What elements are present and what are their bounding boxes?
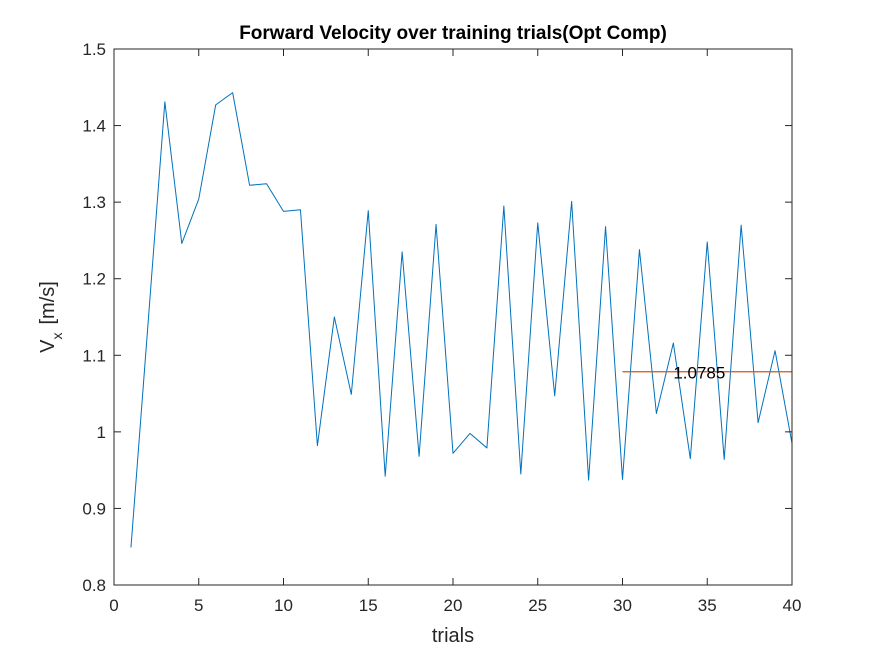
y-tick-label: 1.5 xyxy=(82,40,106,59)
y-axis-label: Vx [m/s] xyxy=(37,281,65,353)
x-tick-label: 20 xyxy=(444,596,463,615)
y-axis: 0.8 0.9 1 1.1 1.2 1.3 1.4 1.5 xyxy=(82,40,792,595)
y-tick-label: 1.2 xyxy=(82,270,106,289)
y-tick-label: 1.4 xyxy=(82,117,106,136)
x-tick-label: 5 xyxy=(194,596,203,615)
y-tick-label: 0.9 xyxy=(82,499,106,518)
y-tick-label: 0.8 xyxy=(82,576,106,595)
x-tick-label: 30 xyxy=(613,596,632,615)
y-tick-label: 1.3 xyxy=(82,193,106,212)
y-tick-label: 1 xyxy=(97,423,106,442)
y-tick-label: 1.1 xyxy=(82,346,106,365)
mean-layer: 1.0785 xyxy=(622,364,792,383)
series-layer xyxy=(130,92,793,548)
x-tick-label: 25 xyxy=(528,596,547,615)
y-axis-label-subscript: x xyxy=(49,333,65,340)
plot-area xyxy=(114,49,792,585)
y-axis-label-unit: [m/s] xyxy=(37,281,59,324)
series-line xyxy=(130,92,793,548)
x-tick-label: 40 xyxy=(783,596,802,615)
chart-title: Forward Velocity over training trials(Op… xyxy=(239,23,667,44)
x-tick-label: 10 xyxy=(274,596,293,615)
y-axis-label-text: Vx [m/s] xyxy=(37,281,65,353)
x-axis: 0 5 10 15 20 25 30 35 40 xyxy=(109,49,801,615)
mean-value-label: 1.0785 xyxy=(673,364,725,383)
x-tick-label: 0 xyxy=(109,596,118,615)
x-axis-label: trials xyxy=(432,625,474,647)
x-tick-label: 15 xyxy=(359,596,378,615)
y-axis-label-main: V xyxy=(37,339,59,353)
x-tick-label: 35 xyxy=(698,596,717,615)
